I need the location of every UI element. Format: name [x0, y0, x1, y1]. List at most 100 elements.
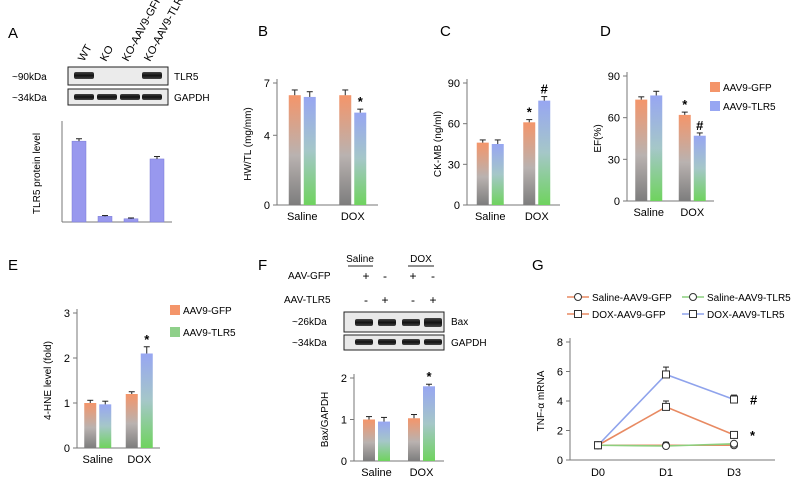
blot-a-band-tlr5-ko-tlr5	[142, 72, 162, 79]
legend-g-marker-0	[574, 293, 582, 301]
blot-a: WT KO KO-AAV9-GFP KO-AAV9-TLR5 ~90kDa ~3…	[12, 0, 210, 106]
x-tick-label-g: D3	[727, 467, 741, 479]
legend-g-label-3: DOX-AAV9-TLR5	[707, 310, 785, 321]
blot-a-band-gapdh-1	[74, 94, 94, 100]
data-point-g-3	[662, 370, 670, 379]
panel-label-c: C	[440, 23, 451, 40]
x-tick-label-f: Saline	[361, 467, 392, 479]
x-tick-label-c: DOX	[525, 211, 550, 223]
data-point-g-2	[662, 402, 670, 411]
y-axis-title-D: EF(%)	[593, 124, 604, 152]
bar-a-1	[97, 216, 113, 223]
blot-f-protein-bax: Bax	[451, 317, 468, 328]
y-tick-label-E: 2	[64, 353, 70, 365]
blot-f-sign: +	[429, 293, 436, 307]
blot-f-band-bax-1	[355, 319, 373, 326]
legend-d-swatch-tlr5	[710, 101, 720, 111]
y-tick-label-B: 4	[264, 130, 270, 142]
legend-d-swatch-gfp	[710, 82, 720, 92]
bar-d-dox-0	[678, 114, 691, 201]
blot-f-band-gapdh-2	[378, 339, 396, 345]
x-tick-label-f: DOX	[410, 467, 435, 479]
y-tick-label-C: 30	[448, 159, 460, 171]
x-tick-label-g: D0	[591, 467, 605, 479]
y-axis-title-C: CK-MB (ng/ml)	[433, 111, 444, 177]
legend-e-swatch-tlr5	[170, 327, 180, 337]
blot-f-marker-26: ~26kDa	[292, 317, 327, 328]
blot-a-lane-wt: WT	[76, 42, 95, 63]
blot-a-band-gapdh-2	[97, 94, 117, 100]
y-tick-label-D: 90	[608, 71, 620, 83]
y-tick-label-C: 0	[454, 200, 460, 212]
blot-a-protein-gapdh: GAPDH	[174, 93, 210, 104]
bar-e-dox-0	[125, 394, 138, 448]
bar-d-saline-0	[635, 99, 648, 201]
y-tick-label-B: 7	[264, 78, 270, 90]
bar-f-dox-0	[408, 418, 420, 461]
data-point-g-3	[730, 395, 738, 404]
bar-d-dox-1	[693, 135, 706, 201]
legend-g-label-2: DOX-AAV9-GFP	[592, 310, 666, 321]
y-tick-label-E: 3	[64, 308, 70, 320]
y-tick-label-G: 2	[557, 426, 563, 438]
y-axis-title-G: TNF-α mRNA	[536, 370, 547, 431]
panel-label-a: A	[8, 25, 18, 42]
y-tick-label-E: 1	[64, 398, 70, 410]
bar-b-dox-1	[354, 112, 367, 205]
bar-e-saline-0	[84, 403, 97, 448]
blot-f-band-bax-2	[378, 319, 396, 326]
x-tick-label-b: DOX	[341, 211, 366, 223]
bar-c-dox-0	[523, 122, 536, 205]
significance-mark-c: #	[541, 82, 549, 97]
legend-g-marker-1	[689, 293, 697, 301]
blot-a-lane-ko: KO	[98, 43, 116, 63]
significance-mark-g: #	[750, 393, 758, 408]
y-tick-label-C: 90	[448, 78, 460, 90]
blot-f-marker-34: ~34kDa	[292, 338, 327, 349]
y-tick-label-F: 1	[341, 415, 347, 427]
y-tick-label-G: 6	[557, 367, 563, 379]
blot-f-sign: -	[411, 293, 415, 307]
y-axis-title-E: 4-HNE level (fold)	[43, 341, 54, 420]
blot-f: Saline DOX AAV-GFP AAV-TLR5 + - + - - + …	[284, 254, 487, 351]
y-tick-label-G: 4	[557, 396, 563, 408]
blot-f-group-saline: Saline	[346, 254, 374, 265]
bar-b-saline-1	[303, 96, 316, 205]
blot-f-group-dox: DOX	[410, 254, 432, 265]
blot-f-sign: -	[383, 269, 387, 283]
legend-e-label-gfp: AAV9-GFP	[183, 306, 232, 317]
blot-a-band-gapdh-3	[120, 94, 140, 100]
y-axis-title-B: HW/TL (mg/mm)	[243, 107, 254, 181]
y-tick-label-G: 8	[557, 337, 563, 349]
legend-g-label-0: Saline-AAV9-GFP	[592, 293, 672, 304]
data-point-g-2	[730, 430, 738, 439]
bar-b-saline-0	[288, 95, 301, 205]
blot-f-band-bax-3	[402, 319, 420, 326]
x-tick-label-e: Saline	[82, 454, 113, 466]
y-tick-label-E: 0	[64, 443, 70, 455]
y-tick-label-F: 2	[341, 373, 347, 385]
blot-f-sign: -	[364, 293, 368, 307]
legend-g-marker-2	[574, 310, 582, 318]
significance-mark-g: *	[750, 428, 756, 443]
data-point-g-3	[594, 441, 602, 450]
panel-label-f: F	[258, 257, 267, 274]
blot-a-protein-tlr5: TLR5	[174, 72, 199, 83]
legend-e: AAV9-GFP AAV9-TLR5	[170, 305, 236, 339]
blot-f-band-gapdh-4	[424, 339, 442, 345]
significance-mark-d: *	[682, 97, 688, 112]
legend-e-swatch-gfp	[170, 305, 180, 315]
x-tick-label-g: D1	[659, 467, 673, 479]
y-axis-title-F: Bax/GAPDH	[320, 392, 331, 448]
blot-f-sign: +	[362, 269, 369, 283]
bar-b-dox-0	[339, 95, 352, 205]
blot-f-row-gfp-label: AAV-GFP	[288, 271, 331, 282]
blot-f-sign: +	[409, 269, 416, 283]
blot-a-band-gapdh-4	[142, 94, 162, 100]
bar-a-2	[123, 218, 139, 223]
blot-a-membrane-tlr5	[67, 66, 169, 86]
legend-d-label-tlr5: AAV9-TLR5	[723, 102, 776, 113]
y-axis-title-A: TLR5 protein level	[32, 133, 43, 214]
legend-g-marker-3	[689, 310, 697, 318]
